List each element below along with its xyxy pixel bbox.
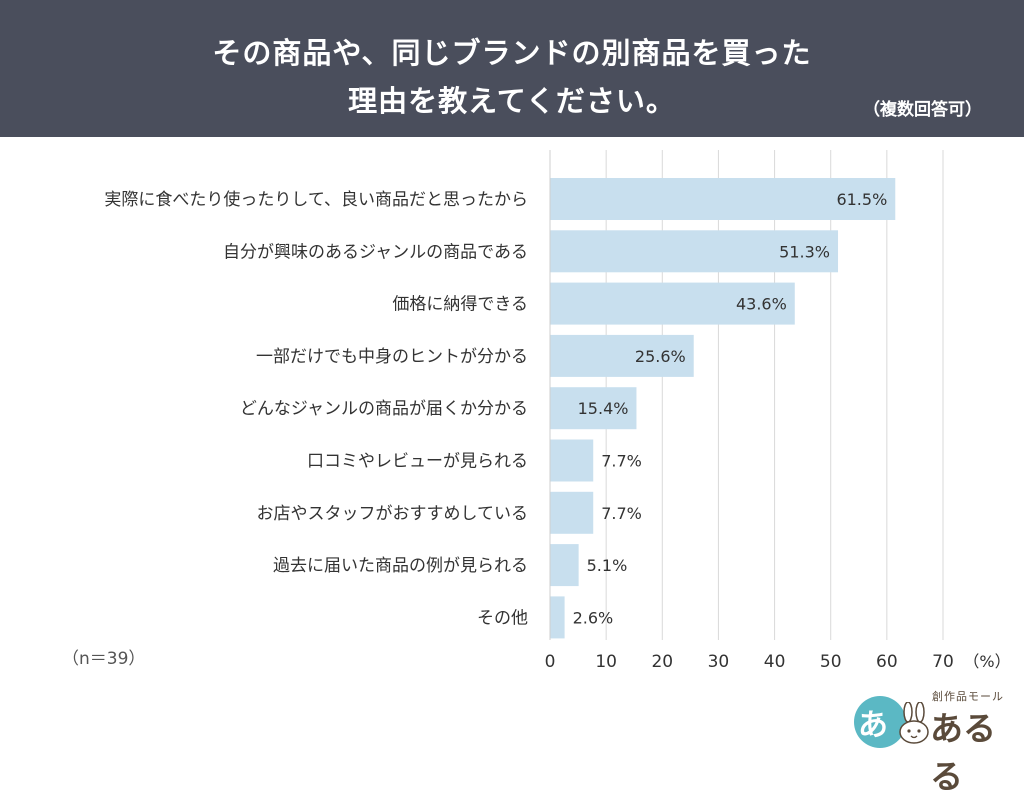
bar	[550, 491, 594, 534]
bar	[550, 230, 839, 273]
x-tick-label: 10	[595, 652, 617, 672]
x-axis-unit: （%）	[963, 652, 1010, 671]
bar	[550, 439, 594, 482]
bar	[550, 387, 637, 430]
bar-chart: 0 10 20 30 40 50 60 70 （%） 実際に食べたり使ったりして、良い商品だと思っ…	[104, 150, 1011, 672]
category-label: 一部だけでも中身のヒントが分かる	[256, 347, 528, 367]
bar	[550, 544, 579, 587]
category-label: お店やスタッフがおすすめしている	[257, 504, 529, 524]
logo-circle	[854, 696, 906, 748]
x-tick-label: 30	[708, 652, 730, 672]
chart-title-line-1: その商品や、同じブランドの別商品を買った	[212, 36, 812, 70]
value-label: 43.6%	[736, 295, 787, 314]
category-label: 口コミやレビューが見られる	[307, 452, 528, 472]
value-label: 2.6%	[573, 608, 614, 627]
chart-title-line-2: 理由を教えてください。	[348, 84, 676, 118]
bar	[550, 596, 565, 639]
bar	[550, 334, 694, 377]
header-banner: その商品や、同じブランドの別商品を買った 理由を教えてください。 （複数回答可）	[0, 0, 1024, 137]
category-label: どんなジャンルの商品が届くか分かる	[240, 399, 528, 419]
value-label: 15.4%	[578, 399, 629, 418]
category-label: 過去に届いた商品の例が見られる	[273, 556, 528, 576]
x-tick-label: 40	[764, 652, 786, 672]
x-tick-label: 50	[820, 652, 842, 672]
multiple-answer-note: （複数回答可）	[863, 100, 982, 120]
logo-name: あるる	[930, 709, 996, 796]
rabbit-icon	[899, 702, 929, 744]
logo-tagline: 創作品モール	[932, 690, 1004, 703]
bar	[550, 178, 896, 220]
value-label: 7.7%	[601, 504, 642, 523]
logo-mark-letter: あ	[858, 708, 888, 743]
x-tick-label: 70	[932, 652, 954, 672]
category-label: 自分が興味のあるジャンルの商品である	[223, 242, 528, 262]
bar	[550, 282, 795, 325]
brand-logo: あ 創作品モール あるる	[850, 688, 1010, 796]
x-tick-label: 60	[876, 652, 898, 672]
x-tick-label: 0	[545, 652, 556, 672]
x-tick-label: 20	[651, 652, 673, 672]
category-label: 価格に納得できる	[392, 295, 528, 315]
value-label: 51.3%	[779, 242, 830, 261]
value-label: 5.1%	[587, 556, 628, 575]
value-label: 25.6%	[635, 347, 686, 366]
category-label: その他	[477, 608, 528, 628]
sample-size-label: （n＝39）	[62, 649, 146, 669]
category-label: 実際に食べたり使ったりして、良い商品だと思ったから	[104, 189, 528, 210]
value-label: 7.7%	[601, 452, 642, 471]
value-label: 61.5%	[836, 190, 887, 209]
